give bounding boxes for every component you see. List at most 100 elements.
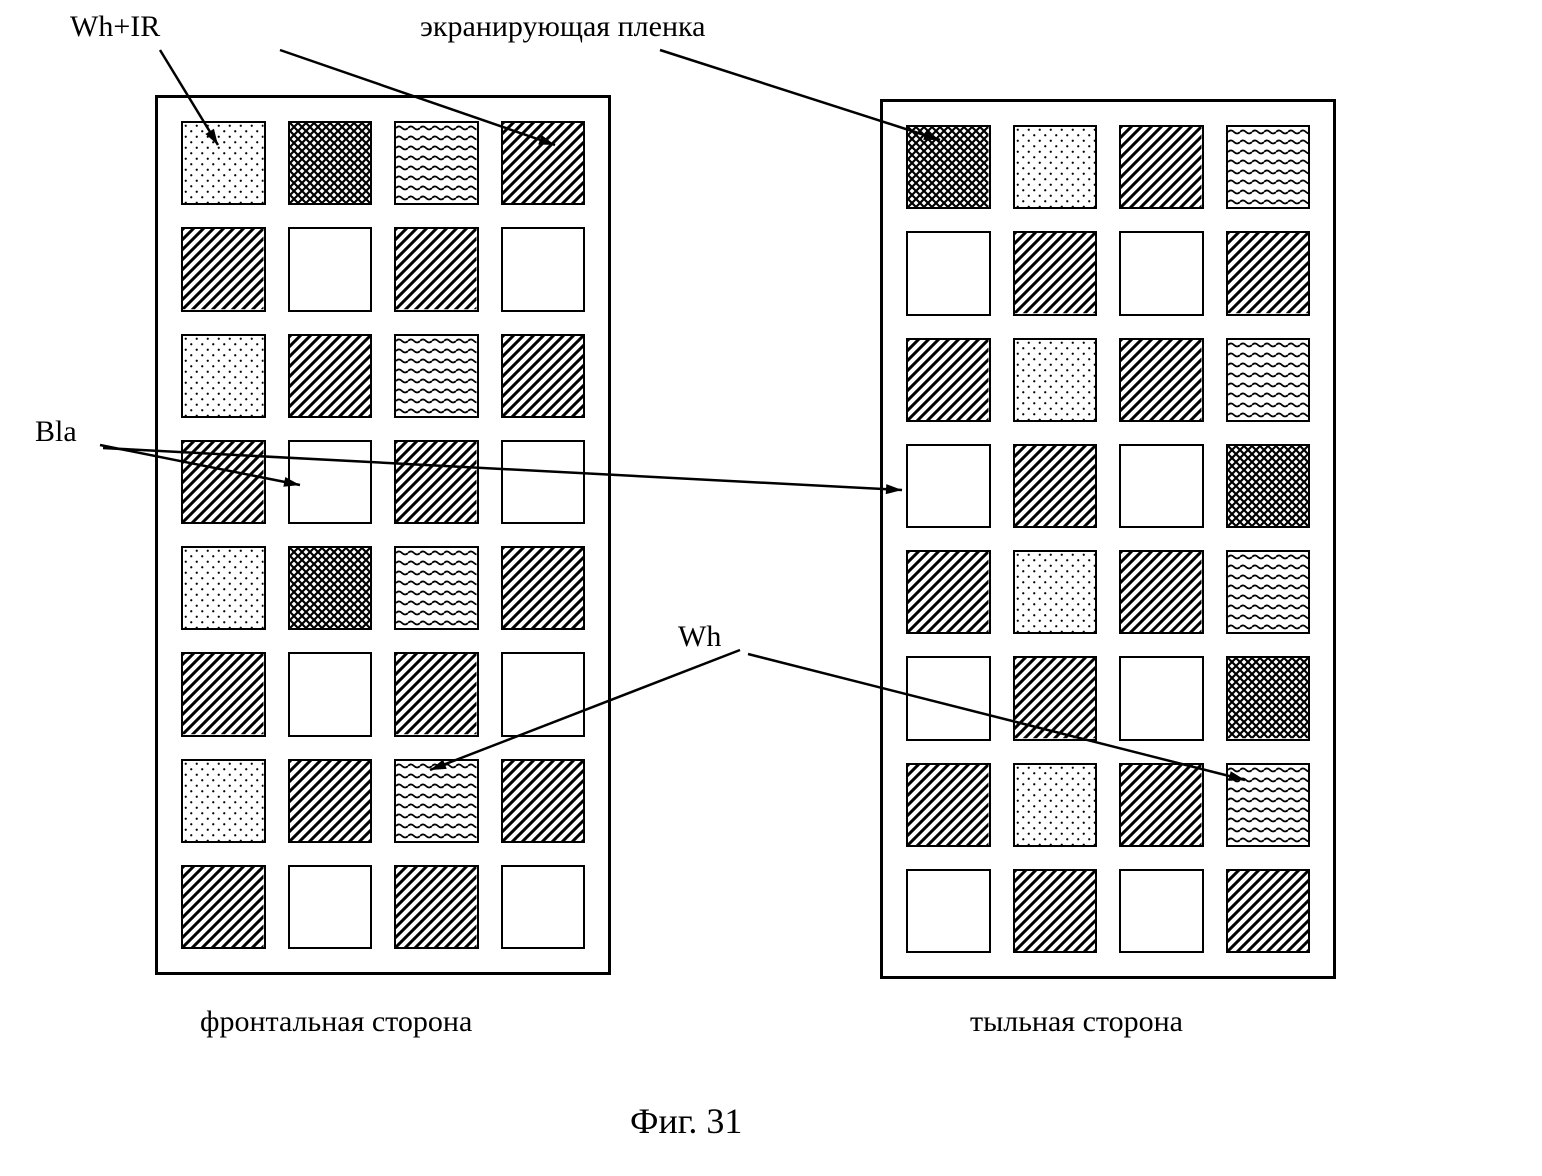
cell-diag: [394, 652, 479, 736]
cell-blank: [288, 865, 373, 949]
panel-back: [880, 99, 1336, 979]
cell-wrap: [277, 323, 384, 429]
cell-blank: [501, 652, 586, 736]
cell-wrap: [277, 748, 384, 854]
cell-wrap: [1215, 114, 1322, 220]
cell-wrap: [895, 327, 1002, 433]
cell-wrap: [170, 323, 277, 429]
cell-wrap: [490, 429, 597, 535]
cell-dots: [1013, 125, 1098, 209]
cell-wrap: [490, 535, 597, 641]
cell-wrap: [490, 216, 597, 322]
grid-back: [895, 114, 1321, 964]
cell-blank: [288, 227, 373, 311]
cell-wrap: [170, 854, 277, 960]
cell-dots: [181, 759, 266, 843]
panel-front: [155, 95, 611, 975]
cell-dots: [181, 121, 266, 205]
cell-wrap: [1108, 645, 1215, 751]
cell-wave: [394, 334, 479, 418]
label-front-side: фронтальная сторона: [200, 1005, 472, 1039]
label-back-side: тыльная сторона: [970, 1005, 1183, 1039]
cell-cross: [288, 546, 373, 630]
label-wh-ir: Wh+IR: [70, 10, 160, 44]
cell-wave: [1226, 338, 1311, 422]
cell-wrap: [895, 220, 1002, 326]
cell-cross: [288, 121, 373, 205]
cell-wrap: [383, 854, 490, 960]
cell-diag: [181, 440, 266, 524]
cell-wrap: [490, 110, 597, 216]
cell-diag: [1119, 550, 1204, 634]
cell-cross: [1226, 444, 1311, 528]
cell-diag: [181, 865, 266, 949]
cell-wave: [1226, 763, 1311, 847]
cell-diag: [1119, 763, 1204, 847]
cell-diag: [288, 334, 373, 418]
cell-diag: [906, 550, 991, 634]
cell-blank: [906, 231, 991, 315]
cell-wrap: [1108, 327, 1215, 433]
cell-wrap: [383, 216, 490, 322]
cell-wrap: [277, 854, 384, 960]
cell-dots: [181, 334, 266, 418]
cell-blank: [288, 440, 373, 524]
cell-wrap: [170, 535, 277, 641]
cell-wrap: [170, 110, 277, 216]
figure-caption: Фиг. 31: [630, 1100, 742, 1142]
cell-wrap: [170, 748, 277, 854]
cell-wrap: [895, 752, 1002, 858]
cell-wave: [1226, 125, 1311, 209]
cell-diag: [181, 652, 266, 736]
cell-diag: [1119, 125, 1204, 209]
cell-diag: [394, 440, 479, 524]
cell-wrap: [1108, 752, 1215, 858]
cell-wrap: [1002, 858, 1109, 964]
cell-blank: [501, 227, 586, 311]
cell-wrap: [895, 858, 1002, 964]
cell-diag: [1013, 231, 1098, 315]
cell-wrap: [383, 110, 490, 216]
cell-wrap: [895, 539, 1002, 645]
cell-dots: [181, 546, 266, 630]
cell-diag: [501, 759, 586, 843]
cell-wrap: [490, 748, 597, 854]
cell-diag: [1013, 444, 1098, 528]
grid-front: [170, 110, 596, 960]
cell-diag: [394, 865, 479, 949]
cell-diag: [1013, 656, 1098, 740]
cell-wrap: [277, 535, 384, 641]
cell-blank: [501, 865, 586, 949]
cell-wrap: [1002, 327, 1109, 433]
cell-wrap: [1002, 114, 1109, 220]
cell-wrap: [1215, 220, 1322, 326]
cell-dots: [1013, 338, 1098, 422]
cell-diag: [1226, 869, 1311, 953]
cell-wrap: [895, 645, 1002, 751]
cell-wrap: [1215, 539, 1322, 645]
cell-wrap: [383, 429, 490, 535]
cell-diag: [906, 763, 991, 847]
cell-diag: [501, 334, 586, 418]
cell-wrap: [1002, 220, 1109, 326]
cell-wrap: [277, 641, 384, 747]
cell-diag: [1119, 338, 1204, 422]
cell-wrap: [1215, 858, 1322, 964]
cell-diag: [501, 121, 586, 205]
cell-blank: [906, 444, 991, 528]
cell-diag: [181, 227, 266, 311]
cell-wrap: [1215, 645, 1322, 751]
cell-wrap: [1108, 539, 1215, 645]
cell-wrap: [490, 854, 597, 960]
cell-blank: [288, 652, 373, 736]
cell-wrap: [277, 110, 384, 216]
cell-dots: [1013, 550, 1098, 634]
cell-diag: [394, 227, 479, 311]
cell-cross: [906, 125, 991, 209]
cell-blank: [501, 440, 586, 524]
cell-wrap: [383, 323, 490, 429]
cell-wave: [394, 546, 479, 630]
cell-wrap: [1108, 433, 1215, 539]
cell-diag: [906, 338, 991, 422]
cell-wrap: [1108, 220, 1215, 326]
